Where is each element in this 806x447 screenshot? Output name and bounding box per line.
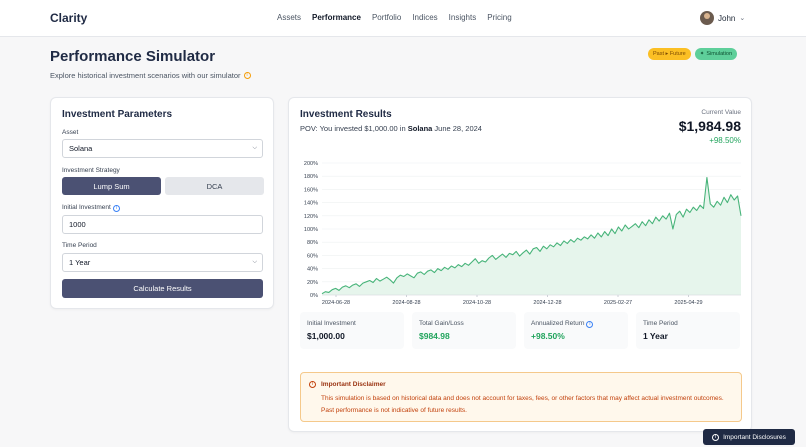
y-tick-label: 0% xyxy=(310,293,318,299)
chevron-down-icon: ⌵ xyxy=(252,145,257,151)
y-tick-label: 140% xyxy=(304,201,318,207)
stat-label: Initial Investment xyxy=(307,320,356,327)
investment-parameters-card: Investment Parameters Asset Solana ⌵ Inv… xyxy=(50,97,274,309)
info-icon: i xyxy=(309,381,316,388)
stat-label: Annualized Return i xyxy=(531,320,594,328)
nav-insights[interactable]: Insights xyxy=(448,13,477,22)
nav-pricing[interactable]: Pricing xyxy=(487,13,512,22)
stat-time-period: Time Period 1 Year xyxy=(636,312,740,349)
info-icon[interactable]: i xyxy=(586,321,594,328)
main-nav: Assets Performance Portfolio Indices Ins… xyxy=(277,13,512,22)
y-tick-label: 160% xyxy=(304,187,318,193)
stat-value: 1 Year xyxy=(643,331,668,341)
initial-investment-label-text: Initial Investment xyxy=(62,204,111,211)
y-tick-label: 80% xyxy=(307,240,318,246)
pov-text: POV: You invested $1,000.00 in Solana Ju… xyxy=(300,124,482,133)
disclaimer-title: Important Disclaimer xyxy=(321,381,386,388)
series-line xyxy=(321,176,742,295)
current-change: +98.50% xyxy=(709,136,741,145)
series-area xyxy=(322,177,741,295)
x-tick-label: 2024-10-28 xyxy=(463,300,491,306)
stat-value: $984.98 xyxy=(419,331,450,341)
time-period-value: 1 Year xyxy=(69,258,91,267)
calculate-results-button[interactable]: Calculate Results xyxy=(62,279,263,298)
x-tick-label: 2024-06-28 xyxy=(322,300,350,306)
past-future-label: Past ▸ Future xyxy=(653,51,686,57)
results-title: Investment Results xyxy=(300,109,392,120)
x-tick-label: 2025-02-27 xyxy=(604,300,632,306)
x-tick-label: 2024-12-28 xyxy=(533,300,561,306)
strategy-label: Investment Strategy xyxy=(62,167,120,174)
x-tick-label: 2025-04-29 xyxy=(674,300,702,306)
chevron-down-icon: ⌄ xyxy=(739,15,746,22)
nav-indices[interactable]: Indices xyxy=(412,13,438,22)
important-disclosures-button[interactable]: i Important Disclosures xyxy=(703,429,795,445)
stat-label: Total Gain/Loss xyxy=(419,320,464,327)
initial-investment-label: Initial Investment i xyxy=(62,204,120,212)
y-tick-label: 20% xyxy=(307,280,318,286)
pov-prefix: POV: You invested $1,000.00 in xyxy=(300,124,408,133)
asset-label: Asset xyxy=(62,129,79,136)
subtitle-text: Explore historical investment scenarios … xyxy=(50,71,241,80)
simulation-label: Simulation xyxy=(706,51,733,57)
sparkle-icon: ✦ xyxy=(699,51,705,57)
info-icon[interactable]: i xyxy=(243,72,251,79)
current-value: $1,984.98 xyxy=(678,118,741,134)
time-period-select[interactable]: 1 Year ⌵ xyxy=(62,253,263,272)
disclaimer-text: This simulation is based on historical d… xyxy=(321,395,724,414)
initial-investment-input[interactable]: 1000 xyxy=(62,215,263,234)
asset-select[interactable]: Solana ⌵ xyxy=(62,139,263,158)
user-name: John xyxy=(718,13,736,23)
brand-logo[interactable]: Clarity xyxy=(50,11,88,25)
time-period-label: Time Period xyxy=(62,242,97,249)
past-future-badge[interactable]: Past ▸ Future xyxy=(648,48,691,60)
user-menu[interactable]: John ⌄ xyxy=(700,11,745,25)
performance-chart[interactable]: 0% 20% 40% 60% 80% 100% 120% 140% 160% 180% 200% 20… xyxy=(289,158,753,310)
y-tick-label: 200% xyxy=(304,161,318,167)
stat-initial-investment: Initial Investment $1,000.00 xyxy=(300,312,404,349)
pov-asset: Solana xyxy=(407,124,433,133)
initial-investment-value: 1000 xyxy=(69,220,86,229)
disclosures-label: Important Disclosures xyxy=(723,433,786,441)
mode-badges: Past ▸ Future ✦ Simulation xyxy=(648,48,738,60)
y-tick-label: 100% xyxy=(304,227,318,233)
important-disclaimer: i Important Disclaimer This simulation i… xyxy=(300,372,742,422)
nav-portfolio[interactable]: Portfolio xyxy=(371,13,402,22)
y-tick-label: 180% xyxy=(304,174,318,180)
info-icon: i xyxy=(712,433,720,441)
y-tick-label: 120% xyxy=(304,214,318,220)
top-navigation-bar: Clarity Assets Performance Portfolio Ind… xyxy=(0,0,806,37)
y-tick-label: 60% xyxy=(307,253,318,259)
stat-label-text: Annualized Return xyxy=(531,320,585,327)
pov-suffix: June 28, 2024 xyxy=(432,124,482,133)
info-icon[interactable]: i xyxy=(112,205,120,212)
page-subtitle: Explore historical investment scenarios … xyxy=(50,71,251,80)
stat-label: Time Period xyxy=(643,320,678,327)
x-tick-label: 2024-08-28 xyxy=(392,300,420,306)
current-value-label: Current Value xyxy=(701,109,741,116)
avatar xyxy=(700,11,714,25)
parameters-title: Investment Parameters xyxy=(62,109,173,120)
dca-button[interactable]: DCA xyxy=(165,177,264,195)
nav-performance[interactable]: Performance xyxy=(312,13,361,22)
chevron-down-icon: ⌵ xyxy=(252,259,257,265)
stat-total-gain: Total Gain/Loss $984.98 xyxy=(412,312,516,349)
stat-value: +98.50% xyxy=(531,331,565,341)
page-title: Performance Simulator xyxy=(50,48,216,65)
asset-value: Solana xyxy=(69,144,93,153)
stat-value: $1,000.00 xyxy=(307,331,345,341)
stat-annualized-return: Annualized Return i +98.50% xyxy=(524,312,628,349)
simulation-badge[interactable]: ✦ Simulation xyxy=(694,48,738,60)
lump-sum-button[interactable]: Lump Sum xyxy=(62,177,161,195)
investment-results-card: Investment Results POV: You invested $1,… xyxy=(288,97,752,432)
y-tick-label: 40% xyxy=(307,267,318,273)
nav-assets[interactable]: Assets xyxy=(277,13,302,22)
